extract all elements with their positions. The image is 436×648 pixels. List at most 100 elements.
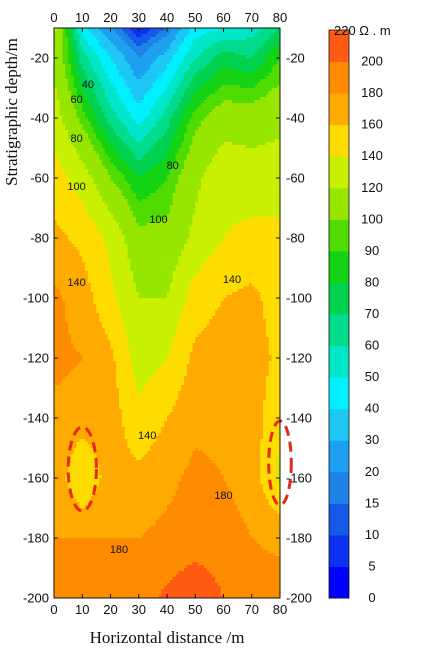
contour-cell [178, 70, 182, 74]
contour-cell [59, 58, 64, 62]
contour-cell [248, 37, 253, 41]
contour-cell [178, 37, 182, 41]
contour-cell [85, 28, 89, 32]
contour-cell [198, 64, 202, 68]
contour-cell [93, 73, 97, 77]
contour-cell [62, 61, 66, 65]
contour-cell [161, 67, 165, 71]
contour-cell [240, 67, 244, 71]
contour-cell [102, 61, 106, 65]
contour-cell [130, 49, 134, 53]
contour-cell [195, 31, 199, 35]
contour-cell [135, 43, 140, 47]
contour-cell [167, 40, 171, 44]
contour-cell [87, 73, 92, 77]
contour-cell [172, 31, 177, 35]
contour-cell [118, 61, 123, 65]
contour-cell [248, 46, 253, 50]
contour-cell [257, 55, 261, 59]
contour-cell [260, 28, 264, 32]
contour-cell [254, 43, 258, 47]
contour-cell [175, 64, 179, 68]
contour-cell [152, 49, 157, 53]
contour-cell [59, 34, 64, 38]
contour-cell [113, 55, 117, 59]
contour-cell [133, 37, 137, 41]
contour-cell [104, 31, 109, 35]
contour-cell [133, 34, 137, 38]
contour-cell [274, 28, 278, 32]
contour-cell [62, 67, 66, 71]
contour-cell [68, 64, 72, 68]
contour-cell [192, 61, 196, 65]
contour-cell [186, 34, 191, 38]
contour-cell [87, 40, 92, 44]
contour-cell [138, 43, 143, 47]
contour-cell [231, 49, 236, 53]
contour-cell [65, 28, 69, 32]
contour-cell [206, 46, 210, 50]
contour-cell [107, 67, 112, 71]
contour-cell [144, 55, 148, 59]
contour-cell [243, 70, 247, 74]
contour-cell [172, 61, 177, 65]
contour-cell [175, 46, 179, 50]
contour-cell [240, 40, 244, 44]
contour-cell [200, 58, 205, 62]
contour-cell [274, 70, 278, 74]
contour-cell [234, 28, 239, 32]
contour-cell [203, 31, 208, 35]
contour-cell [274, 43, 278, 47]
contour-cell [124, 67, 129, 71]
contour-cell [56, 70, 61, 74]
contour-cell [73, 37, 78, 41]
contour-cell [237, 37, 242, 41]
contour-cell [116, 28, 120, 32]
contour-cell [133, 67, 137, 71]
contour-cell [79, 28, 83, 32]
contour-cell [248, 34, 253, 38]
contour-cell [234, 52, 239, 56]
contour-cell [144, 67, 148, 71]
contour-cell [113, 34, 117, 38]
contour-cell [152, 67, 157, 71]
contour-cell [229, 34, 233, 38]
contour-cell [217, 58, 222, 62]
contour-cell [150, 61, 154, 65]
contour-cell [268, 49, 273, 53]
contour-cell [161, 28, 165, 32]
contour-cell [220, 58, 225, 62]
contour-cell [215, 70, 219, 74]
contour-cell [209, 49, 213, 53]
contour-cell [62, 28, 66, 32]
contour-cell [161, 40, 165, 44]
contour-cell [277, 52, 280, 56]
contour-cell [130, 61, 134, 65]
contour-cell [102, 70, 106, 74]
contour-cell [73, 40, 78, 44]
contour-cell [181, 37, 185, 41]
contour-cell [124, 49, 129, 53]
contour-cell [237, 34, 242, 38]
contour-cell [99, 31, 103, 35]
contour-cell [223, 31, 227, 35]
contour-cell [152, 34, 157, 38]
contour-cell [158, 37, 162, 41]
contour-cell [62, 64, 66, 68]
contour-cell [135, 55, 140, 59]
contour-cell [271, 52, 275, 56]
contour-cell [212, 52, 216, 56]
contour-cell [265, 28, 270, 32]
contour-cell [82, 73, 86, 77]
contour-cell [54, 49, 58, 53]
contour-cell [268, 40, 273, 44]
contour-cell [96, 49, 100, 53]
contour-cell [271, 31, 275, 35]
contour-cell [93, 28, 97, 32]
contour-cell [113, 40, 117, 44]
contour-cell [268, 61, 273, 65]
contour-cell [56, 37, 61, 41]
contour-cell [231, 55, 236, 59]
contour-cell [90, 37, 95, 41]
contour-cell [73, 55, 78, 59]
